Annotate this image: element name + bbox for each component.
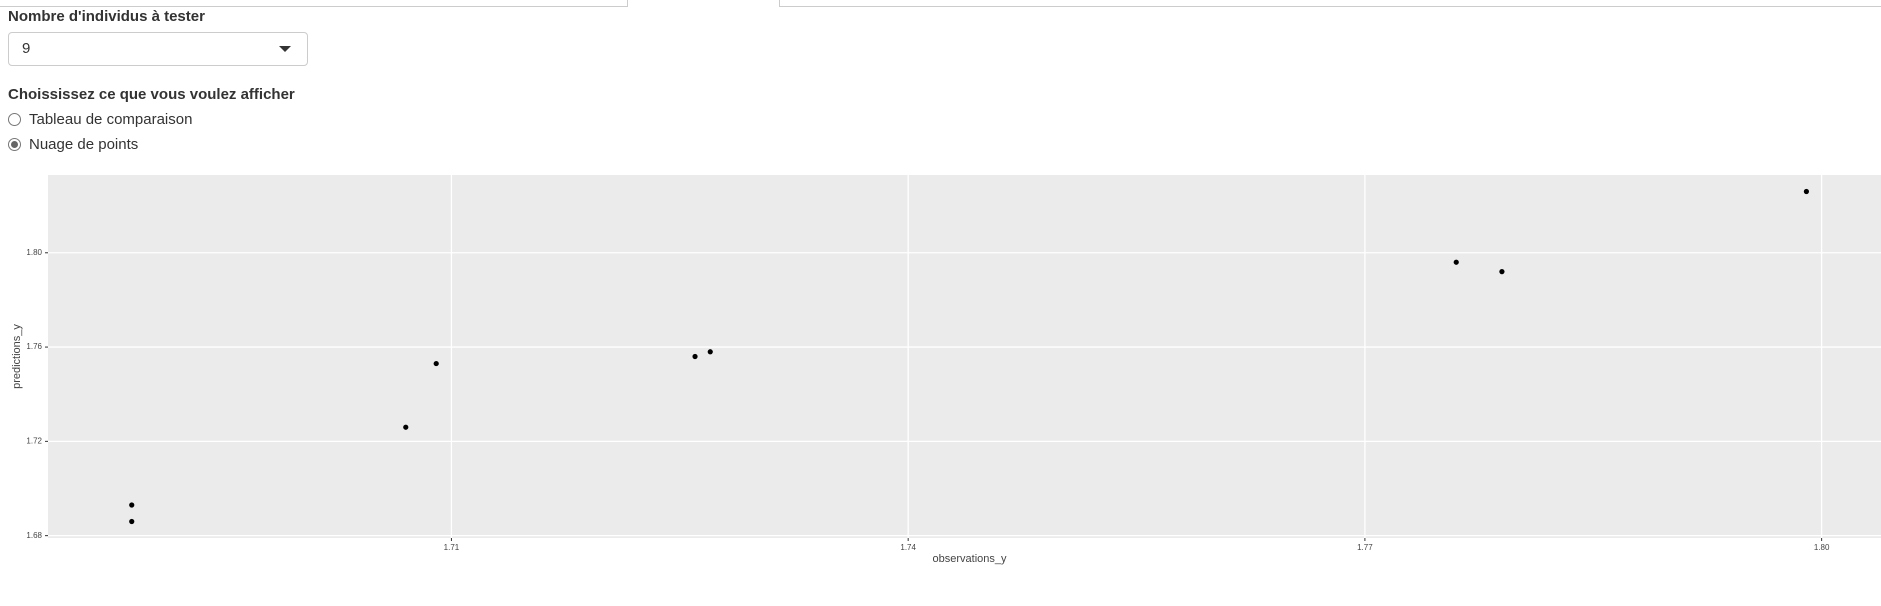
select-value: 9: [22, 40, 31, 57]
radio-option[interactable]: Tableau de comparaison: [8, 111, 192, 128]
point: [1499, 269, 1505, 275]
point: [1803, 188, 1810, 195]
field-label: Choississez ce que vous voulez afficher: [8, 86, 295, 103]
x-tick-label: 1.77: [1357, 543, 1373, 552]
point: [707, 349, 713, 355]
radio-label: Nuage de points: [29, 136, 139, 153]
text-input[interactable]: [779, 0, 1881, 7]
radio-button[interactable]: [8, 113, 21, 126]
x-tick-label: 1.71: [444, 543, 460, 552]
point: [129, 502, 135, 508]
radio-option[interactable]: Nuage de points: [8, 136, 138, 153]
caret: [279, 46, 291, 52]
y-tick-label: 1.76: [26, 342, 42, 351]
x-tick-label: 1.80: [1814, 543, 1830, 552]
radio-label: Tableau de comparaison: [29, 111, 193, 128]
y-tick-label: 1.68: [26, 531, 42, 540]
select[interactable]: 9: [8, 32, 308, 66]
point: [1453, 259, 1459, 265]
x-tick-label: 1.74: [900, 543, 916, 552]
point: [433, 360, 439, 367]
y-tick-label: 1.72: [26, 436, 42, 445]
point: [692, 353, 698, 360]
y-tick-label: 1.80: [26, 248, 42, 257]
y-axis-label: predictions_y: [11, 324, 23, 389]
field-label: Nombre d'individus à tester: [8, 8, 205, 25]
plot-panel: [48, 175, 1881, 538]
point: [403, 424, 409, 430]
radio-button[interactable]: [8, 138, 21, 151]
text-input[interactable]: [0, 0, 628, 7]
point: [129, 518, 135, 525]
x-axis-label: observations_y: [933, 553, 1007, 565]
